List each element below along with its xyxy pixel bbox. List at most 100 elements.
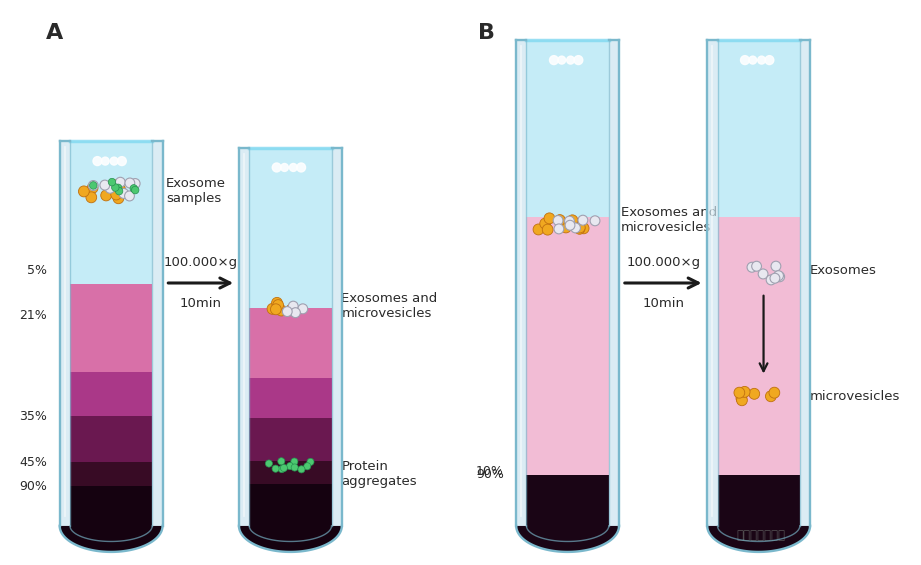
Text: Exosomes and
microvesicles: Exosomes and microvesicles <box>621 206 717 234</box>
Circle shape <box>110 180 120 191</box>
Circle shape <box>747 262 757 272</box>
Circle shape <box>749 388 760 399</box>
Bar <box>717 475 799 526</box>
Circle shape <box>565 216 575 226</box>
Circle shape <box>590 216 600 226</box>
Circle shape <box>554 215 563 225</box>
Circle shape <box>554 224 564 234</box>
Circle shape <box>283 307 292 316</box>
Circle shape <box>100 190 111 201</box>
Circle shape <box>111 184 119 192</box>
Circle shape <box>267 303 278 314</box>
Circle shape <box>765 55 774 64</box>
Circle shape <box>533 224 544 235</box>
Text: 干细胞与外泌体: 干细胞与外泌体 <box>736 529 785 542</box>
Text: Exosomes: Exosomes <box>810 264 877 277</box>
Text: 100.000×g: 100.000×g <box>164 256 238 269</box>
Circle shape <box>124 191 134 201</box>
Circle shape <box>540 218 551 229</box>
Bar <box>70 284 152 372</box>
Bar <box>70 416 152 463</box>
Bar <box>250 378 332 419</box>
Circle shape <box>749 56 757 64</box>
Bar <box>527 475 609 526</box>
Text: B: B <box>479 23 495 44</box>
Circle shape <box>769 387 780 398</box>
Circle shape <box>771 261 781 271</box>
Polygon shape <box>239 526 342 552</box>
Circle shape <box>304 463 310 470</box>
Circle shape <box>737 395 747 406</box>
Circle shape <box>113 193 123 204</box>
Circle shape <box>118 157 126 166</box>
Text: 90%: 90% <box>19 480 47 493</box>
Circle shape <box>758 269 768 279</box>
Circle shape <box>276 305 286 316</box>
Polygon shape <box>516 526 619 552</box>
Circle shape <box>561 222 571 233</box>
Circle shape <box>87 182 98 193</box>
Circle shape <box>130 185 137 192</box>
Circle shape <box>574 223 585 234</box>
Circle shape <box>550 55 558 64</box>
Circle shape <box>272 297 283 308</box>
Polygon shape <box>707 526 810 552</box>
Circle shape <box>115 185 125 195</box>
Circle shape <box>109 179 116 186</box>
Polygon shape <box>60 526 162 552</box>
Circle shape <box>297 304 308 314</box>
Circle shape <box>774 271 784 281</box>
Circle shape <box>740 386 750 397</box>
Text: 90%: 90% <box>476 468 504 481</box>
Circle shape <box>278 466 286 473</box>
Circle shape <box>125 178 134 188</box>
Circle shape <box>101 157 110 165</box>
Bar <box>717 40 799 218</box>
Bar <box>717 218 799 475</box>
Circle shape <box>281 163 288 171</box>
Circle shape <box>565 220 575 231</box>
Circle shape <box>291 458 297 465</box>
Circle shape <box>544 213 554 224</box>
Text: 10min: 10min <box>642 297 684 310</box>
Circle shape <box>115 177 125 187</box>
Circle shape <box>578 215 588 225</box>
Bar <box>70 463 152 486</box>
Circle shape <box>734 387 745 398</box>
Text: Exosomes and
microvesicles: Exosomes and microvesicles <box>342 292 437 320</box>
Text: 35%: 35% <box>19 410 47 423</box>
Circle shape <box>554 215 565 225</box>
Circle shape <box>115 188 122 195</box>
Text: Protein
aggregates: Protein aggregates <box>342 459 417 488</box>
Circle shape <box>291 464 298 471</box>
Text: 45%: 45% <box>19 456 47 469</box>
Circle shape <box>100 180 110 190</box>
Circle shape <box>288 301 298 311</box>
Bar <box>70 141 152 284</box>
Circle shape <box>119 189 129 198</box>
Bar <box>250 147 332 308</box>
Bar <box>527 40 609 218</box>
Circle shape <box>567 215 577 226</box>
Circle shape <box>578 223 589 234</box>
Bar <box>70 486 152 526</box>
Circle shape <box>265 460 273 467</box>
Circle shape <box>575 222 585 233</box>
Circle shape <box>273 163 281 172</box>
Circle shape <box>111 189 122 200</box>
Bar <box>527 218 609 475</box>
Circle shape <box>297 466 305 473</box>
Text: 10%: 10% <box>476 466 504 479</box>
Circle shape <box>574 55 583 64</box>
Circle shape <box>287 306 297 316</box>
Circle shape <box>278 458 285 465</box>
Circle shape <box>290 308 300 318</box>
Text: microvesicles: microvesicles <box>810 390 900 403</box>
Circle shape <box>272 465 279 472</box>
Circle shape <box>271 304 281 315</box>
Circle shape <box>571 223 580 233</box>
Circle shape <box>273 299 284 311</box>
Circle shape <box>297 163 306 172</box>
Circle shape <box>88 181 99 190</box>
Circle shape <box>107 182 118 194</box>
